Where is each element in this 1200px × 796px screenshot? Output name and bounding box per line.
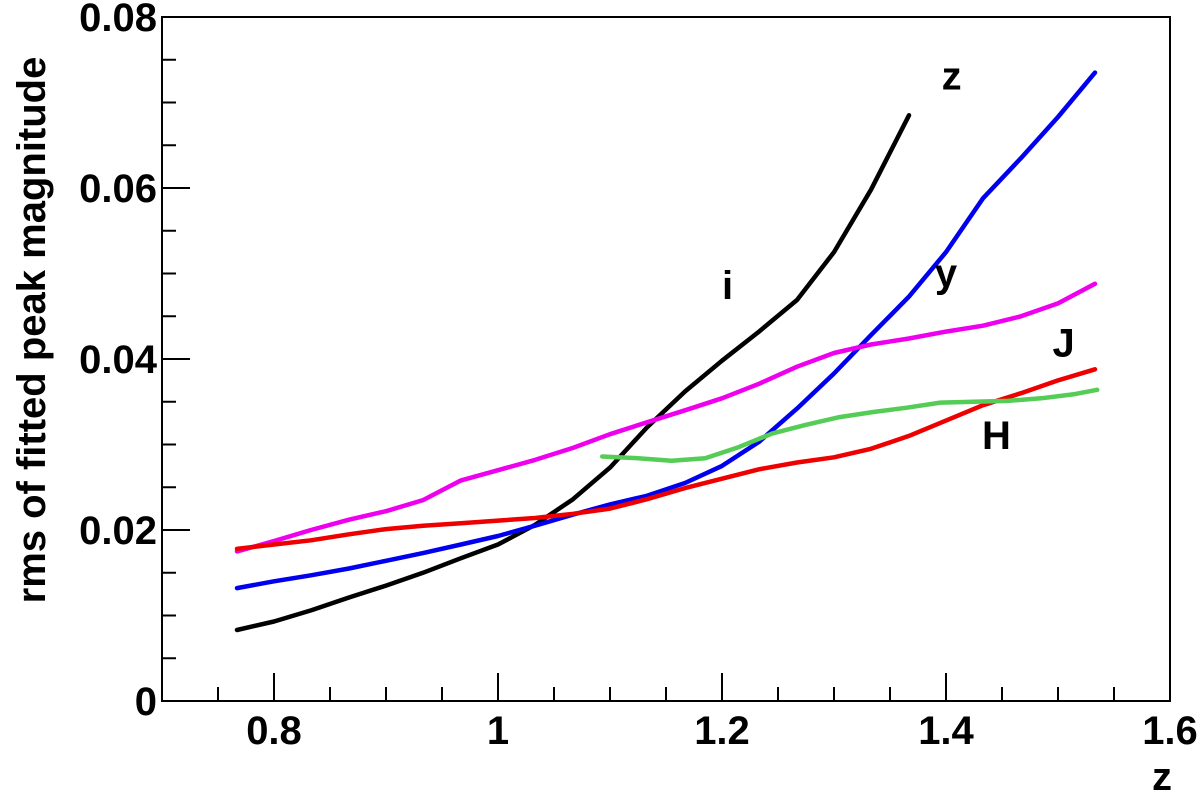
y-tick-label: 0.08: [79, 0, 157, 40]
x-tick-label: 1.6: [1142, 709, 1198, 753]
series-label-H: H: [982, 414, 1011, 458]
y-tick-label: 0.04: [79, 338, 158, 382]
series-line-H: [599, 387, 1100, 463]
series-line-y: [234, 281, 1098, 554]
x-tick-label: 1.4: [918, 709, 974, 753]
x-axis-title: z: [1152, 755, 1172, 796]
series-line-i: [234, 113, 912, 633]
series-labels: i z y J H: [722, 55, 1075, 458]
series-label-z: z: [942, 55, 962, 99]
series-lines: [234, 70, 1100, 633]
y-tick-label: 0.06: [79, 167, 157, 211]
series-line-z: [234, 70, 1098, 591]
x-tick-label: 1: [487, 709, 509, 753]
series-label-i: i: [722, 264, 733, 308]
tick-marks: [162, 58, 1115, 701]
series-label-J: J: [1052, 321, 1074, 365]
x-tick-label: 1.2: [694, 709, 750, 753]
plot-frame: [161, 16, 1171, 702]
y-tick-label: 0.02: [79, 509, 157, 553]
y-tick-label: 0: [135, 680, 157, 724]
y-axis-title: rms of fitted peak magnitude: [10, 57, 54, 604]
x-tick-label: 0.8: [246, 709, 302, 753]
series-label-y: y: [935, 251, 958, 295]
tick-labels: 0.8 1 1.2 1.4 1.6 0 0.02 0.04 0.06 0.08: [79, 0, 1198, 753]
series-line-J: [234, 367, 1098, 552]
